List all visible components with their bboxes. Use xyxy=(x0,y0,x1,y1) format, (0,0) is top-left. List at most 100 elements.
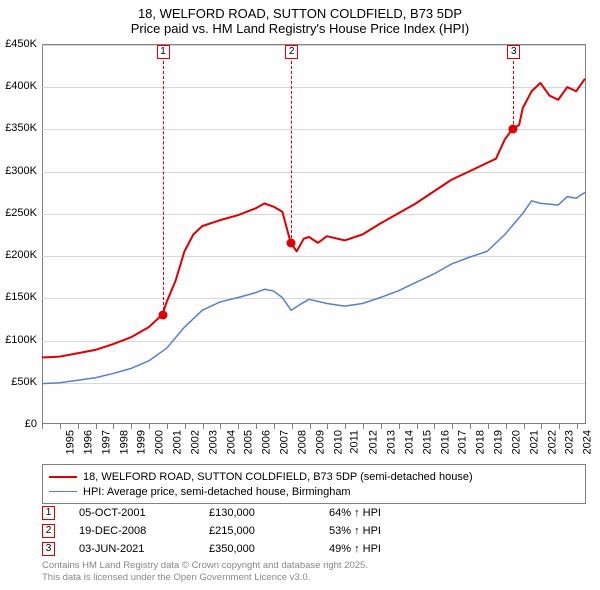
sale-row: 2 19-DEC-2008£215,00053% ↑ HPI xyxy=(42,522,586,540)
x-tick-label: 2001 xyxy=(172,430,184,454)
marker-box-3[interactable]: 3 xyxy=(507,45,520,59)
sale-pct: 49% ↑ HPI xyxy=(329,543,586,555)
x-tick xyxy=(78,424,79,429)
chart-plot-area: 1 2 3 xyxy=(42,44,586,424)
x-tick xyxy=(220,424,221,429)
chart-lines-svg xyxy=(42,45,585,424)
x-tick-label: 2024 xyxy=(582,430,594,454)
y-tick-label: £200K xyxy=(0,249,40,261)
x-tick-label: 2018 xyxy=(475,430,487,454)
x-tick-label: 1998 xyxy=(118,430,130,454)
x-tick-label: 1999 xyxy=(136,430,148,454)
sale-date: 05-OCT-2001 xyxy=(79,507,209,519)
y-tick-label: £250K xyxy=(0,207,40,219)
y-tick-label: £300K xyxy=(0,165,40,177)
marker-dot-2[interactable] xyxy=(287,239,296,248)
x-tick xyxy=(256,424,257,429)
x-tick xyxy=(113,424,114,429)
x-tick xyxy=(292,424,293,429)
sale-row: 303-JUN-2021£350,00049% ↑ HPI xyxy=(42,540,586,558)
marker-line xyxy=(163,61,164,315)
x-tick-label: 2022 xyxy=(546,430,558,454)
y-tick-label: £400K xyxy=(0,80,40,92)
title-line-2: Price paid vs. HM Land Registry's House … xyxy=(0,21,600,36)
marker-line xyxy=(291,61,292,243)
x-tick-label: 2016 xyxy=(439,430,451,454)
x-tick xyxy=(434,424,435,429)
title-block: 18, WELFORD ROAD, SUTTON COLDFIELD, B73 … xyxy=(0,0,600,38)
x-tick xyxy=(149,424,150,429)
legend-row: HPI: Average price, semi-detached house,… xyxy=(49,484,579,499)
marker-box-1[interactable]: 1 xyxy=(157,45,170,59)
y-tick-label: £150K xyxy=(0,291,40,303)
legend-label: HPI: Average price, semi-detached house,… xyxy=(83,486,351,498)
chart-container: 18, WELFORD ROAD, SUTTON COLDFIELD, B73 … xyxy=(0,0,600,590)
x-tick-label: 2000 xyxy=(154,430,166,454)
x-tick-label: 2017 xyxy=(457,430,469,454)
x-tick-label: 2005 xyxy=(243,430,255,454)
sale-pct: 53% ↑ HPI xyxy=(329,525,586,537)
x-tick-label: 2014 xyxy=(403,430,415,454)
x-tick-label: 2019 xyxy=(493,430,505,454)
x-tick xyxy=(577,424,578,429)
x-tick-label: 2006 xyxy=(261,430,273,454)
sale-date: 19-DEC-2008 xyxy=(79,525,209,537)
x-tick xyxy=(381,424,382,429)
title-line-1: 18, WELFORD ROAD, SUTTON COLDFIELD, B73 … xyxy=(0,6,600,21)
x-tick-label: 1997 xyxy=(100,430,112,454)
x-tick xyxy=(167,424,168,429)
sale-row: 1 05-OCT-2001£130,00064% ↑ HPI xyxy=(42,504,586,522)
marker-dot-3[interactable] xyxy=(509,125,518,134)
x-tick xyxy=(203,424,204,429)
x-tick-label: 2007 xyxy=(279,430,291,454)
x-tick-label: 1996 xyxy=(82,430,94,454)
x-tick xyxy=(238,424,239,429)
sale-marker: 1 xyxy=(42,506,55,520)
x-tick-label: 2020 xyxy=(510,430,522,454)
sale-marker: 2 xyxy=(42,524,55,538)
x-tick-label: 2003 xyxy=(207,430,219,454)
sale-price: £215,000 xyxy=(209,525,329,537)
footer-line-2: This data is licensed under the Open Gov… xyxy=(42,572,586,584)
x-tick xyxy=(60,424,61,429)
x-tick xyxy=(559,424,560,429)
x-tick xyxy=(131,424,132,429)
x-tick xyxy=(363,424,364,429)
x-tick xyxy=(524,424,525,429)
marker-line xyxy=(513,61,514,129)
x-tick xyxy=(274,424,275,429)
footer-line-1: Contains HM Land Registry data © Crown c… xyxy=(42,560,586,572)
sale-date: 03-JUN-2021 xyxy=(79,543,209,555)
sale-price: £350,000 xyxy=(209,543,329,555)
legend-row: 18, WELFORD ROAD, SUTTON COLDFIELD, B73 … xyxy=(49,469,579,484)
sales-table: 1 05-OCT-2001£130,00064% ↑ HPI 2 19-DEC-200… xyxy=(42,504,586,558)
x-tick-label: 2012 xyxy=(368,430,380,454)
x-tick-label: 1995 xyxy=(64,430,76,454)
x-tick-label: 2002 xyxy=(189,430,201,454)
legend-label: 18, WELFORD ROAD, SUTTON COLDFIELD, B73 … xyxy=(83,471,473,483)
x-tick-label: 2004 xyxy=(225,430,237,454)
x-tick xyxy=(96,424,97,429)
x-tick xyxy=(452,424,453,429)
x-tick-label: 2021 xyxy=(528,430,540,454)
y-tick-label: £450K xyxy=(0,38,40,50)
footer-attribution: Contains HM Land Registry data © Crown c… xyxy=(42,560,586,584)
x-tick xyxy=(488,424,489,429)
marker-dot-1[interactable] xyxy=(158,311,167,320)
y-tick-label: £50K xyxy=(0,376,40,388)
legend-swatch xyxy=(49,491,77,493)
legend-swatch xyxy=(49,476,77,478)
y-tick-label: £350K xyxy=(0,122,40,134)
x-tick-label: 2009 xyxy=(314,430,326,454)
series-price xyxy=(42,79,585,358)
x-tick-label: 2010 xyxy=(332,430,344,454)
x-tick xyxy=(506,424,507,429)
x-tick xyxy=(327,424,328,429)
sale-price: £130,000 xyxy=(209,507,329,519)
marker-box-2[interactable]: 2 xyxy=(285,45,298,59)
x-tick xyxy=(417,424,418,429)
x-tick xyxy=(42,424,43,429)
sale-pct: 64% ↑ HPI xyxy=(329,507,586,519)
series-hpi xyxy=(42,192,585,383)
x-tick xyxy=(541,424,542,429)
